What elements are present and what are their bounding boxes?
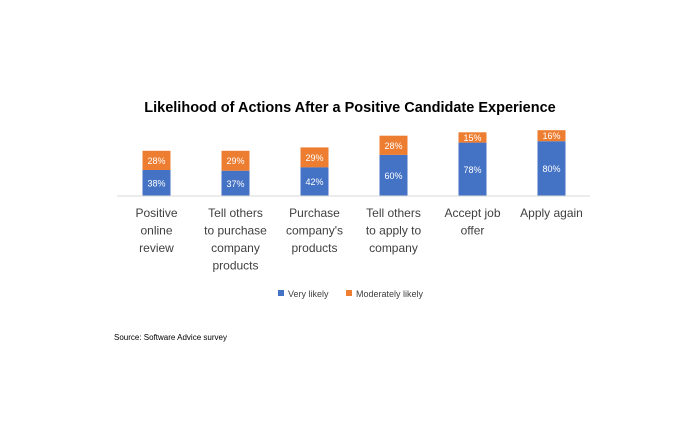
legend-swatch-moderately-likely bbox=[346, 290, 352, 296]
bar-moderately-likely bbox=[537, 130, 566, 142]
bar-very-likely bbox=[379, 154, 408, 196]
legend-label-moderately-likely: Moderately likely bbox=[356, 289, 424, 299]
legend: Very likely Moderately likely bbox=[278, 289, 424, 299]
x-tick-label: Tell others to apply to company bbox=[366, 206, 422, 255]
legend-label-very-likely: Very likely bbox=[288, 289, 329, 299]
bar-very-likely bbox=[537, 141, 566, 196]
data-label: 78% bbox=[463, 165, 481, 175]
data-label: 42% bbox=[305, 177, 323, 187]
x-tick-label: Apply again bbox=[520, 206, 583, 220]
bar-moderately-likely bbox=[142, 150, 171, 170]
chart-title: Likelihood of Actions After a Positive C… bbox=[144, 100, 555, 116]
source-note: Source: Software Advice survey bbox=[114, 333, 227, 342]
data-label: 29% bbox=[226, 156, 244, 166]
bars-group: 38% 28% 37% 29% 42% 29% 60% 28% 78% 15% 80% 16% bbox=[142, 130, 566, 196]
data-label: 28% bbox=[147, 156, 165, 166]
bar-very-likely bbox=[300, 167, 329, 196]
data-label: 80% bbox=[542, 164, 560, 174]
x-axis-labels: Positive online review Tell others to purcha… bbox=[135, 206, 582, 273]
x-tick-label: Accept job offer bbox=[444, 206, 500, 238]
bar-moderately-likely bbox=[221, 150, 250, 171]
bar-moderately-likely bbox=[458, 132, 487, 143]
legend-swatch-very-likely bbox=[278, 290, 284, 296]
data-label: 16% bbox=[542, 131, 560, 141]
data-label: 28% bbox=[384, 141, 402, 151]
bar-very-likely bbox=[142, 170, 171, 196]
x-tick-label: Positive online review bbox=[135, 206, 177, 255]
x-tick-label: Purchase company's products bbox=[286, 206, 343, 255]
data-label: 15% bbox=[463, 133, 481, 143]
data-label: 37% bbox=[226, 179, 244, 189]
bar-moderately-likely bbox=[300, 147, 329, 168]
x-tick-label: Tell others to purchase company products bbox=[204, 206, 267, 273]
data-label: 29% bbox=[305, 153, 323, 163]
bar-very-likely bbox=[221, 170, 250, 196]
bar-moderately-likely bbox=[379, 135, 408, 155]
data-label: 38% bbox=[147, 179, 165, 189]
data-label: 60% bbox=[384, 171, 402, 181]
bar-very-likely bbox=[458, 142, 487, 196]
